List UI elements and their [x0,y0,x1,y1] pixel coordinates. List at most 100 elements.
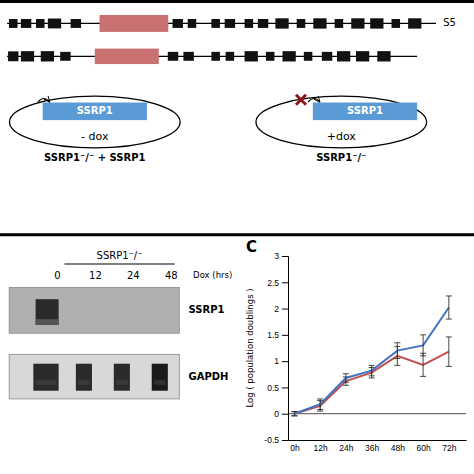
x-tick-label: 0h [290,443,300,453]
floxed-region [100,15,169,32]
exon [41,51,54,61]
exon [226,52,235,61]
time-label: 48 [165,270,178,281]
blot-band [33,364,58,391]
exon [377,51,390,61]
blot-band [76,364,92,391]
x-tick-label: 24h [339,443,353,453]
overbar [64,263,174,264]
error-bar [446,337,452,366]
promoter-arrow [38,99,50,103]
y-tick-label: 1.5 [267,330,279,340]
y-tick-label: 2 [274,304,279,314]
blot-title: SSRP1⁻/⁻ [97,250,143,261]
y-tick-mark [282,282,288,283]
panel-label: C [246,238,257,256]
exon [168,52,178,61]
exon [258,19,268,28]
series [291,296,451,416]
exon [48,19,61,29]
exon [9,19,18,28]
y-tick: 0.5 [267,383,288,393]
time-unit-label: Dox (hrs) [193,270,232,280]
y-tick-label: 0 [274,409,279,419]
blot-band [152,364,168,391]
series-line [294,308,448,414]
blot-band [36,299,59,325]
error-bar [420,335,426,356]
exon [188,19,197,28]
y-tick: -0.5 [264,435,288,445]
plot-area [288,296,466,416]
exon [245,51,258,61]
y-tick-mark [282,440,288,441]
exon [36,19,45,28]
condition-label: +dox [327,130,357,143]
x-tick: 72h [442,440,456,453]
blot-band-shade [36,319,59,325]
x-axis-line [289,440,467,441]
gene-box-label: SSRP1 [77,105,113,116]
exon [335,19,344,28]
y-tick-mark [282,335,288,336]
blot-band-shade [116,380,127,385]
exon [21,51,34,61]
exon [211,52,220,61]
exon [283,51,296,61]
exon [21,19,31,28]
exon [351,18,364,28]
plasmid [256,96,427,148]
exon [304,52,313,61]
y-tick: 0 [274,409,288,419]
gene-box [313,103,417,121]
condition-label: - dox [81,130,109,143]
x-tick-label: 72h [442,443,456,453]
y-tick-mark [282,256,288,257]
promoter-arrow [308,99,320,103]
exon [8,51,18,61]
y-tick: 2 [274,304,288,314]
y-tick-mark [282,361,288,362]
x-tick-label: 48h [391,443,405,453]
y-tick-mark [282,387,288,388]
error-bar [446,296,452,319]
x-tick-label: 36h [365,443,379,453]
x-tick: 48h [391,440,405,453]
y-tick-label: 0.5 [267,383,279,393]
blot-panel: SSRP1⁻/⁻0122448Dox (hrs)SSRP1GAPDH [9,250,232,399]
blot-band-shade [78,380,89,385]
block-mark [296,95,306,105]
plasmid [9,96,180,148]
blot-label: SSRP1 [189,304,225,315]
cell-line-label: SSRP1⁻/⁻ [316,152,366,163]
x-tick: 36h [365,440,379,453]
exon [297,19,306,28]
exon [275,18,288,28]
separator-line [0,233,474,236]
x-tick: 12h [314,440,328,453]
x-tick: 60h [417,440,431,453]
exon [356,51,369,61]
y-axis-line [282,257,289,441]
y-tick-label: -0.5 [264,435,279,445]
exon [245,19,254,28]
exon [392,19,401,28]
blot-label: GAPDH [189,371,229,382]
y-tick: 1 [274,356,288,366]
exon [408,18,421,28]
border-line [0,0,474,3]
y-tick: 3 [274,251,288,261]
y-axis-title: Log ( population doublings ) [245,288,255,407]
y-tick-label: 3 [274,251,279,261]
exon [71,19,81,28]
exon [337,51,350,61]
y-tick-label: 1 [274,356,279,366]
error-bar [420,353,426,376]
time-label: 0 [54,270,60,281]
blot-band-shade [36,380,57,385]
y-tick-mark [282,414,288,415]
cell-line-label: SSRP1⁻/⁻ + SSRP1 [44,152,145,163]
y-tick: 1.5 [267,330,288,340]
x-axis: 0h 12h 24h 36h 48h 60h 72h [289,440,467,453]
exon [211,19,220,28]
